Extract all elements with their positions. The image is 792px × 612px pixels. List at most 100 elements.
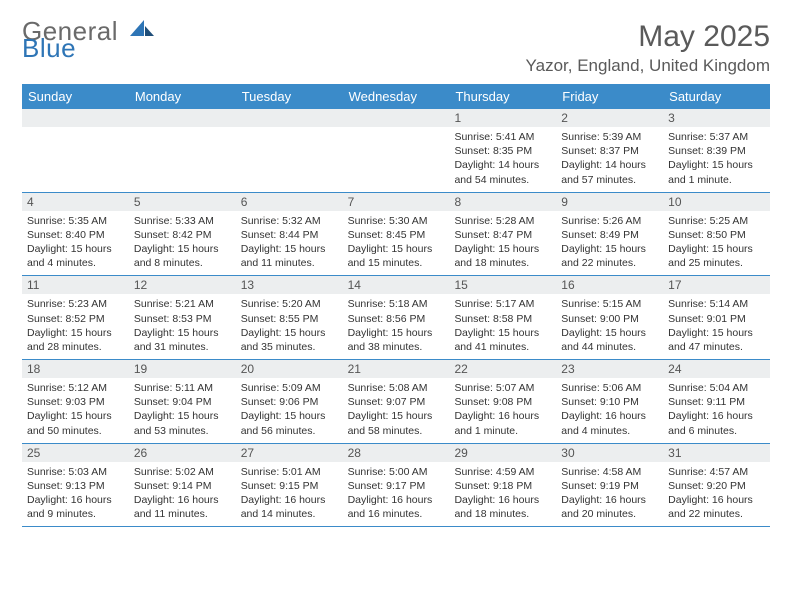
weekday-header: Wednesday <box>343 84 450 109</box>
daylight-text: Daylight: 15 hours and 1 minute. <box>668 158 765 186</box>
day-number: 1 <box>449 109 556 127</box>
daylight-text: Daylight: 15 hours and 38 minutes. <box>348 326 445 354</box>
daylight-text: Daylight: 15 hours and 50 minutes. <box>27 409 124 437</box>
daylight-text: Daylight: 15 hours and 47 minutes. <box>668 326 765 354</box>
sunrise-text: Sunrise: 5:01 AM <box>241 465 338 479</box>
sunset-text: Sunset: 9:11 PM <box>668 395 765 409</box>
sunrise-text: Sunrise: 5:14 AM <box>668 297 765 311</box>
sunrise-text: Sunrise: 4:59 AM <box>454 465 551 479</box>
sunrise-text: Sunrise: 5:12 AM <box>27 381 124 395</box>
sunset-text: Sunset: 8:39 PM <box>668 144 765 158</box>
day-number: 21 <box>343 360 450 378</box>
day-number: 8 <box>449 193 556 211</box>
day-content-row: Sunrise: 5:41 AMSunset: 8:35 PM Daylight:… <box>22 127 770 192</box>
sunset-text: Sunset: 9:06 PM <box>241 395 338 409</box>
sunrise-text: Sunrise: 5:26 AM <box>561 214 658 228</box>
sunrise-text: Sunrise: 5:37 AM <box>668 130 765 144</box>
sunset-text: Sunset: 8:42 PM <box>134 228 231 242</box>
day-cell <box>343 127 450 192</box>
day-number: 25 <box>22 444 129 462</box>
daylight-text: Daylight: 15 hours and 18 minutes. <box>454 242 551 270</box>
day-number: 31 <box>663 444 770 462</box>
sunset-text: Sunset: 8:45 PM <box>348 228 445 242</box>
day-number: 13 <box>236 276 343 294</box>
day-cell <box>129 127 236 192</box>
day-content-row: Sunrise: 5:35 AMSunset: 8:40 PMDaylight:… <box>22 211 770 276</box>
daylight-text: Daylight: 15 hours and 53 minutes. <box>134 409 231 437</box>
daylight-text: Daylight: 15 hours and 15 minutes. <box>348 242 445 270</box>
sunset-text: Sunset: 8:53 PM <box>134 312 231 326</box>
sunset-text: Sunset: 9:14 PM <box>134 479 231 493</box>
day-cell: Sunrise: 4:57 AMSunset: 9:20 PMDaylight:… <box>663 462 770 527</box>
sunrise-text: Sunrise: 5:41 AM <box>454 130 551 144</box>
month-title: May 2025 <box>526 20 770 54</box>
day-cell: Sunrise: 4:58 AMSunset: 9:19 PMDaylight:… <box>556 462 663 527</box>
daylight-text: Daylight: 15 hours and 11 minutes. <box>241 242 338 270</box>
day-number: 20 <box>236 360 343 378</box>
day-number: 23 <box>556 360 663 378</box>
weekday-header: Tuesday <box>236 84 343 109</box>
day-number: 28 <box>343 444 450 462</box>
day-number: 3 <box>663 109 770 127</box>
daylight-text: Daylight: 15 hours and 44 minutes. <box>561 326 658 354</box>
sunrise-text: Sunrise: 5:07 AM <box>454 381 551 395</box>
sunrise-text: Sunrise: 5:03 AM <box>27 465 124 479</box>
sunrise-text: Sunrise: 5:33 AM <box>134 214 231 228</box>
sunset-text: Sunset: 8:35 PM <box>454 144 551 158</box>
day-number-row: 45678910 <box>22 193 770 211</box>
sunset-text: Sunset: 9:08 PM <box>454 395 551 409</box>
day-number: 14 <box>343 276 450 294</box>
calendar-week: 18192021222324Sunrise: 5:12 AMSunset: 9:… <box>22 360 770 444</box>
sunset-text: Sunset: 9:17 PM <box>348 479 445 493</box>
sunrise-text: Sunrise: 5:18 AM <box>348 297 445 311</box>
sunset-text: Sunset: 8:44 PM <box>241 228 338 242</box>
sunrise-text: Sunrise: 4:57 AM <box>668 465 765 479</box>
location-subtitle: Yazor, England, United Kingdom <box>526 56 770 76</box>
sunrise-text: Sunrise: 5:00 AM <box>348 465 445 479</box>
day-cell: Sunrise: 5:23 AMSunset: 8:52 PMDaylight:… <box>22 294 129 359</box>
day-cell: Sunrise: 5:39 AMSunset: 8:37 PMDaylight:… <box>556 127 663 192</box>
day-cell: Sunrise: 5:06 AMSunset: 9:10 PMDaylight:… <box>556 378 663 443</box>
sunset-text: Sunset: 8:52 PM <box>27 312 124 326</box>
day-cell: Sunrise: 5:12 AMSunset: 9:03 PMDaylight:… <box>22 378 129 443</box>
weekday-header: Thursday <box>449 84 556 109</box>
day-number: 26 <box>129 444 236 462</box>
day-cell: Sunrise: 5:32 AMSunset: 8:44 PMDaylight:… <box>236 211 343 276</box>
brand-text: General Blue <box>22 20 154 61</box>
sunrise-text: Sunrise: 5:20 AM <box>241 297 338 311</box>
day-number: 5 <box>129 193 236 211</box>
day-number: 6 <box>236 193 343 211</box>
sunset-text: Sunset: 9:00 PM <box>561 312 658 326</box>
weekday-header: Monday <box>129 84 236 109</box>
daylight-text: Daylight: 16 hours and 6 minutes. <box>668 409 765 437</box>
sunset-text: Sunset: 9:04 PM <box>134 395 231 409</box>
day-number: 27 <box>236 444 343 462</box>
weekday-header: Sunday <box>22 84 129 109</box>
day-cell: Sunrise: 5:11 AMSunset: 9:04 PMDaylight:… <box>129 378 236 443</box>
sunrise-text: Sunrise: 5:04 AM <box>668 381 765 395</box>
day-cell: Sunrise: 5:07 AMSunset: 9:08 PMDaylight:… <box>449 378 556 443</box>
sunrise-text: Sunrise: 5:21 AM <box>134 297 231 311</box>
day-cell: Sunrise: 5:15 AMSunset: 9:00 PMDaylight:… <box>556 294 663 359</box>
daylight-text: Daylight: 16 hours and 4 minutes. <box>561 409 658 437</box>
day-cell: Sunrise: 5:09 AMSunset: 9:06 PMDaylight:… <box>236 378 343 443</box>
calendar-week: 123Sunrise: 5:41 AMSunset: 8:35 PMDaylig… <box>22 109 770 193</box>
sunrise-text: Sunrise: 5:09 AM <box>241 381 338 395</box>
day-cell <box>236 127 343 192</box>
day-cell: Sunrise: 5:01 AMSunset: 9:15 PMDaylight:… <box>236 462 343 527</box>
sunset-text: Sunset: 9:15 PM <box>241 479 338 493</box>
day-cell: Sunrise: 5:03 AMSunset: 9:13 PMDaylight:… <box>22 462 129 527</box>
day-number: 19 <box>129 360 236 378</box>
title-block: May 2025 Yazor, England, United Kingdom <box>526 20 770 76</box>
sunset-text: Sunset: 8:58 PM <box>454 312 551 326</box>
sunrise-text: Sunrise: 5:15 AM <box>561 297 658 311</box>
daylight-text: Daylight: 16 hours and 18 minutes. <box>454 493 551 521</box>
day-cell: Sunrise: 5:30 AMSunset: 8:45 PMDaylight:… <box>343 211 450 276</box>
daylight-text: Daylight: 15 hours and 58 minutes. <box>348 409 445 437</box>
sunrise-text: Sunrise: 5:28 AM <box>454 214 551 228</box>
page-header: General Blue May 2025 Yazor, England, Un… <box>22 20 770 76</box>
sunset-text: Sunset: 9:19 PM <box>561 479 658 493</box>
daylight-text: Daylight: 16 hours and 20 minutes. <box>561 493 658 521</box>
day-number: 30 <box>556 444 663 462</box>
sunset-text: Sunset: 8:49 PM <box>561 228 658 242</box>
